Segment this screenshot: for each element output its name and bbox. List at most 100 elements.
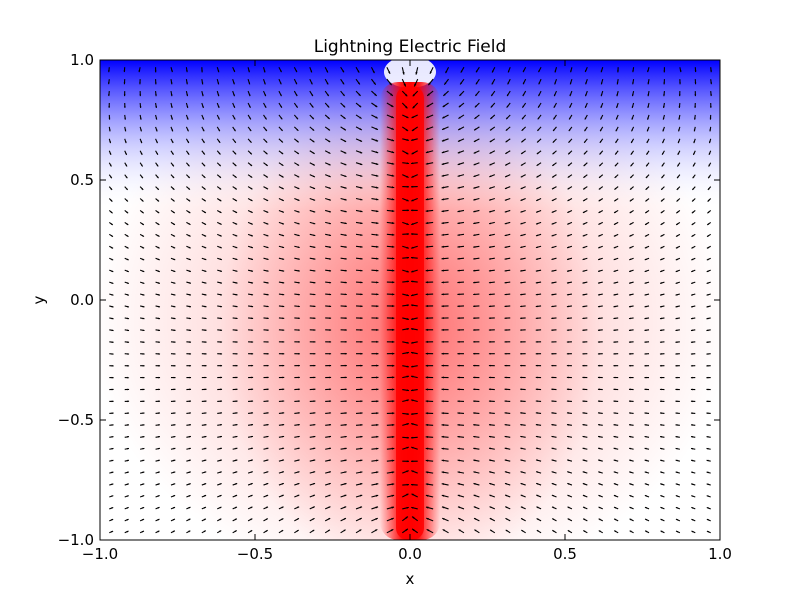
quiver-arrow-head — [310, 82, 313, 85]
quiver-arrow-head — [504, 388, 507, 391]
quiver-arrow-head — [217, 70, 220, 73]
quiver-arrow-head — [644, 353, 647, 355]
quiver-arrow-head — [706, 483, 709, 486]
quiver-arrow-head — [406, 470, 409, 473]
quiver-arrow-head — [328, 483, 331, 485]
quiver-arrow-head — [280, 117, 283, 120]
quiver-arrow-head — [360, 293, 363, 296]
quiver-arrow-head — [613, 364, 616, 367]
quiver-arrow-head — [313, 305, 316, 308]
quiver-arrow-head — [490, 128, 493, 131]
quiver-arrow-head — [360, 376, 363, 379]
quiver-arrow-head — [155, 129, 158, 132]
quiver-arrow-head — [551, 234, 554, 237]
quiver-arrow-head — [391, 483, 395, 486]
quiver-arrow-head — [374, 104, 378, 108]
quiver-arrow-head — [391, 328, 395, 331]
quiver-arrow-head — [600, 82, 603, 85]
quiver-arrow-head — [551, 447, 554, 450]
quiver-arrow-head — [583, 518, 586, 521]
quiver-arrow-head — [204, 222, 207, 225]
quiver-arrow-head — [414, 83, 417, 87]
quiver-arrow-head — [188, 211, 191, 213]
quiver-arrow-head — [489, 435, 491, 438]
quiver-arrow-head — [219, 459, 222, 462]
quiver-arrow-head — [441, 352, 444, 355]
quiver-arrow-head — [344, 198, 347, 201]
quiver-arrow-head — [690, 317, 693, 320]
quiver-arrow-head — [344, 329, 347, 331]
quiver-arrow-head — [251, 270, 253, 272]
quiver-arrow-head — [142, 471, 145, 474]
quiver-arrow-head — [265, 506, 268, 509]
quiver-arrow-head — [141, 176, 143, 179]
quiver-arrow-head — [551, 483, 554, 485]
quiver-arrow-head — [251, 329, 254, 331]
quiver-arrow-head — [389, 82, 392, 86]
quiver-arrow-head — [535, 293, 538, 296]
quiver-arrow-head — [218, 152, 221, 155]
quiver-arrow-head — [188, 199, 191, 202]
quiver-arrow-head — [203, 152, 205, 155]
quiver-arrow-head — [504, 187, 507, 189]
quiver-arrow-head — [125, 152, 127, 155]
quiver-arrow-head — [660, 270, 663, 272]
quiver-arrow-head — [709, 129, 712, 132]
quiver-arrow-head — [359, 506, 363, 509]
quiver-arrow-head — [597, 352, 600, 355]
quiver-arrow-head — [173, 400, 176, 403]
quiver-arrow-head — [111, 246, 114, 249]
quiver-arrow-head — [264, 94, 266, 97]
quiver-arrow-head — [583, 187, 586, 190]
quiver-arrow-head — [535, 258, 538, 260]
quiver-arrow-head — [375, 162, 379, 165]
quiver-arrow-head — [344, 151, 347, 154]
quiver-arrow-head — [441, 400, 444, 403]
quiver-arrow-head — [706, 388, 709, 391]
quiver-arrow-head — [188, 258, 191, 261]
quiver-arrow-head — [188, 495, 191, 497]
quiver-arrow-head — [391, 412, 395, 415]
quiver-arrow-head — [157, 282, 160, 284]
quiver-arrow-head — [248, 70, 250, 73]
quiver-arrow-head — [188, 447, 191, 450]
quiver-arrow-head — [441, 447, 444, 450]
quiver-arrow-head — [188, 518, 191, 521]
quiver-arrow-head — [360, 471, 363, 474]
quiver-arrow-head — [201, 82, 204, 85]
quiver-arrow-head — [708, 176, 710, 179]
quiver-arrow-head — [473, 435, 476, 438]
quiver-arrow-head — [706, 258, 709, 261]
quiver-arrow-head — [675, 364, 678, 367]
quiver-arrow-head — [251, 400, 254, 403]
quiver-arrow-head — [659, 388, 662, 391]
quiver-arrow-head — [111, 412, 114, 415]
quiver-arrow-head — [329, 376, 332, 379]
quiver-arrow-head — [693, 129, 696, 132]
quiver-arrow-head — [675, 246, 678, 249]
quiver-arrow-head — [313, 459, 316, 462]
quiver-arrow-head — [646, 141, 649, 144]
quiver-arrow-head — [488, 269, 491, 272]
quiver-arrow-head — [342, 70, 344, 73]
quiver-arrow-head — [520, 388, 523, 391]
quiver-arrow-head — [111, 495, 114, 498]
quiver-arrow-head — [597, 388, 600, 391]
quiver-arrow-head — [312, 518, 315, 520]
quiver-arrow-head — [504, 198, 507, 201]
quiver-arrow-head — [567, 495, 570, 497]
quiver-arrow-head — [675, 471, 678, 474]
quiver-arrow-head — [425, 423, 429, 427]
quiver-arrow-head — [629, 199, 632, 202]
quiver-arrow-head — [441, 305, 444, 308]
quiver-arrow-head — [263, 70, 266, 73]
quiver-arrow-head — [598, 246, 601, 249]
quiver-arrow-head — [598, 483, 601, 485]
quiver-arrow-head — [706, 531, 709, 533]
quiver-arrow-head — [508, 70, 510, 73]
quiver-arrow-head — [111, 317, 114, 320]
quiver-arrow-head — [473, 400, 476, 403]
quiver-arrow-head — [425, 506, 429, 509]
quiver-arrow-head — [551, 293, 554, 296]
quiver-arrow-head — [629, 507, 632, 509]
